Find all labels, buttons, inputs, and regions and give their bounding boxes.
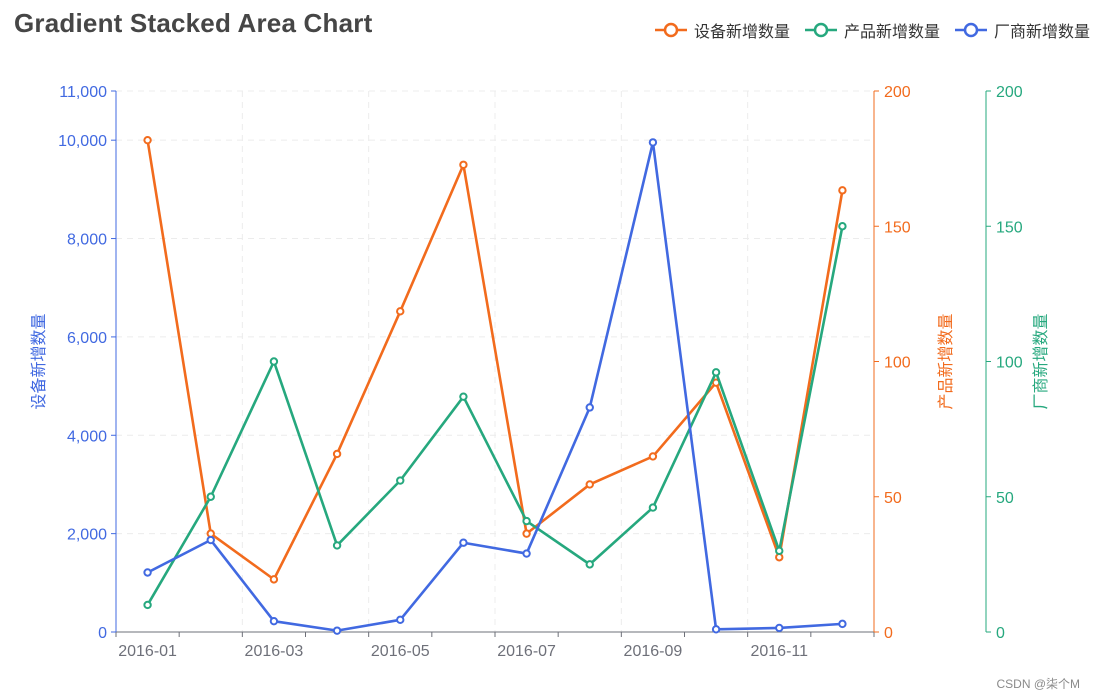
series-1-point (143, 600, 152, 610)
series-1-point (332, 541, 342, 550)
y-axis-right1-tick-label: 150 (884, 219, 911, 236)
series-0-point (522, 529, 531, 538)
series-1-point (838, 222, 847, 231)
series-line-1 (146, 226, 844, 606)
chart-title: Gradient Stacked Area Chart (14, 8, 373, 38)
series-2-point (775, 623, 784, 633)
series-2-point (522, 549, 531, 558)
x-tick-label: 2016-05 (371, 643, 430, 660)
series-2-point (269, 616, 279, 626)
series-0-point (459, 160, 468, 169)
watermark: CSDN @柒个M (996, 677, 1080, 691)
series-0-point (585, 480, 594, 489)
y-axis-right1-tick-label: 100 (884, 355, 911, 372)
y-axis-right2-tick-label: 150 (996, 219, 1023, 236)
series-2-point (648, 138, 658, 147)
y-axis-right2-tick-label: 100 (996, 355, 1023, 372)
y-axis-left-tick-label: 6,000 (67, 330, 107, 347)
series-2-point (711, 625, 721, 634)
legend-label-device: 设备新增数量 (693, 24, 790, 41)
x-tick-label: 2016-07 (497, 643, 556, 660)
series-0-point (143, 135, 152, 145)
series-0-point (396, 307, 405, 316)
series-2-point (459, 538, 468, 547)
y-axis-right2-name: 厂商新增数量 (1032, 313, 1050, 409)
chart-legend: 设备新增数量 产品新增数量 厂商新增数量 (654, 18, 1090, 42)
y-axis-left-tick-label: 10,000 (58, 133, 107, 150)
y-axis-left-tick-label: 0 (98, 625, 107, 642)
y-axis-left-tick-label: 4,000 (67, 428, 107, 445)
y-axis-right2-tick-label: 0 (996, 625, 1005, 642)
legend-label-vendor: 厂商新增数量 (993, 24, 1090, 41)
series-2-point (332, 626, 342, 635)
series-1-point (396, 476, 405, 485)
series-line-0 (146, 139, 844, 581)
series-0-point (838, 186, 847, 195)
series-2-point (396, 615, 405, 625)
series-0-point (269, 575, 279, 584)
series-1-point (459, 392, 468, 401)
x-tick-label: 2016-11 (750, 643, 808, 660)
y-axis-right2-tick-label: 200 (996, 84, 1023, 101)
y-axis-right2-tick-label: 50 (996, 490, 1014, 507)
y-axis-right1-tick-label: 0 (884, 625, 893, 642)
legend-label-product: 产品新增数量 (843, 24, 940, 41)
series-2-point (585, 403, 594, 412)
series-1-point (585, 560, 594, 569)
legend-item-device[interactable]: 设备新增数量 (654, 18, 790, 42)
y-axis-left-tick-label: 11,000 (59, 84, 107, 101)
series-2-point (206, 535, 215, 545)
series-1-point (269, 357, 279, 366)
series-1-point (522, 516, 531, 526)
series-2-point (838, 619, 847, 629)
series-0-point (332, 449, 342, 459)
series-2-point (143, 568, 152, 577)
y-axis-left-name: 设备新增数量 (30, 313, 48, 409)
legend-item-vendor[interactable]: 厂商新增数量 (954, 18, 1090, 42)
legend-marker-device-icon (654, 22, 687, 38)
y-axis-right1-tick-label: 50 (884, 490, 902, 507)
legend-marker-vendor-icon (954, 22, 987, 38)
y-axis-right1-tick-label: 200 (884, 84, 911, 101)
x-tick-label: 2016-01 (118, 643, 177, 660)
y-axis-right1-name: 产品新增数量 (937, 313, 955, 409)
series-1-point (206, 492, 215, 501)
legend-item-product[interactable]: 产品新增数量 (804, 18, 940, 42)
legend-marker-product-icon (804, 22, 837, 38)
y-axis-left-tick-label: 2,000 (67, 527, 107, 544)
x-tick-label: 2016-03 (245, 643, 304, 660)
series-1-point (775, 546, 784, 556)
y-axis-left-tick-label: 8,000 (67, 232, 107, 249)
series-1-point (711, 368, 721, 377)
series-0-point (648, 452, 658, 461)
x-tick-label: 2016-09 (624, 643, 683, 660)
series-line-2 (146, 141, 843, 632)
series-1-point (648, 503, 658, 512)
